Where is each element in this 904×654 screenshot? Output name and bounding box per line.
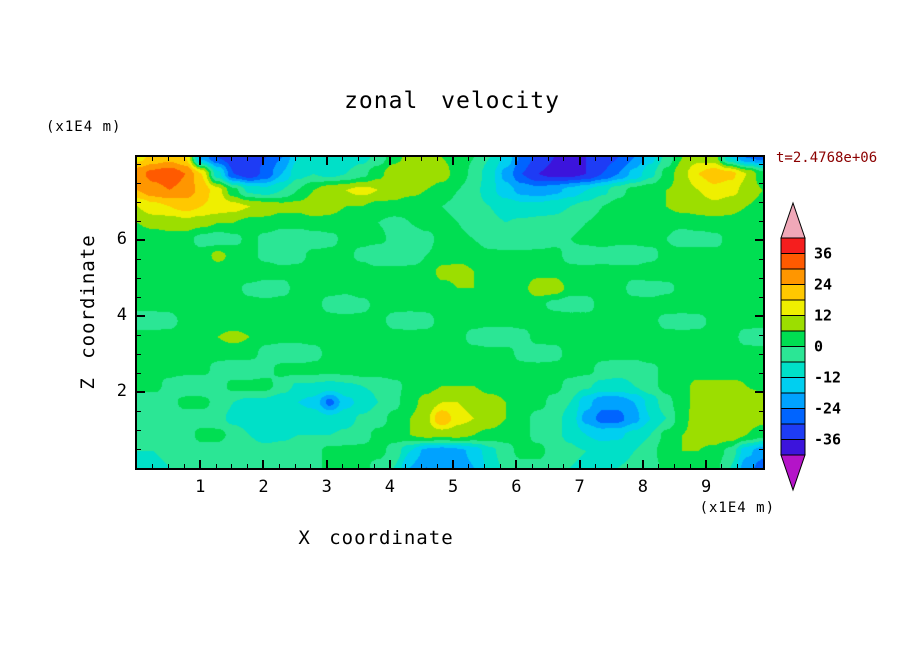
colorbar-band	[780, 346, 806, 363]
y-axis-title: Z coordinate	[77, 234, 99, 390]
colorbar-label: 36	[814, 245, 832, 263]
colorbar-label: -12	[814, 369, 841, 387]
y-tick-label: 6	[116, 229, 127, 250]
colorbar-label: 24	[814, 276, 832, 294]
colorbar-band	[780, 423, 806, 440]
colorbar-band	[780, 299, 806, 316]
timestamp-label: t=2.4768e+06	[776, 150, 878, 166]
x-axis-unit-label: (x1E4 m)	[699, 500, 775, 516]
y-axis-unit-label: (x1E4 m)	[46, 119, 122, 135]
x-tick-label: 4	[384, 477, 396, 497]
colorbar-label: -24	[814, 400, 841, 418]
colorbar-band	[780, 284, 806, 301]
colorbar-up-arrow	[780, 201, 806, 239]
colorbar-band	[780, 377, 806, 394]
y-tick-label: 2	[116, 381, 127, 402]
colorbar-down-arrow	[780, 454, 806, 492]
colorbar-band	[780, 392, 806, 409]
x-tick-label: 5	[448, 477, 459, 497]
x-axis-title: X coordinate	[298, 527, 454, 549]
x-tick-label: 3	[321, 477, 332, 497]
colorbar-label: 0	[814, 338, 823, 356]
x-tick-label: 7	[574, 477, 585, 497]
x-tick-label: 1	[195, 477, 206, 497]
colorbar-band	[780, 408, 806, 425]
colorbar-band	[780, 268, 806, 285]
colorbar: 36 24 12 0 -12 -24 -36	[779, 200, 899, 500]
colorbar-band	[780, 361, 806, 378]
x-tick-label: 6	[511, 477, 522, 497]
plot-area	[135, 155, 765, 470]
colorbar-band	[780, 237, 806, 254]
colorbar-band	[780, 315, 806, 332]
x-tick-label: 9	[700, 477, 712, 497]
contour-canvas	[137, 157, 763, 468]
x-tick-label: 2	[258, 477, 269, 497]
chart-title: zonal velocity	[344, 88, 560, 114]
colorbar-band	[780, 253, 806, 270]
y-tick-label: 4	[116, 305, 127, 326]
colorbar-band	[780, 330, 806, 347]
x-tick-label: 8	[637, 477, 648, 497]
colorbar-label: -36	[814, 431, 841, 449]
colorbar-label: 12	[814, 307, 832, 325]
colorbar-band	[780, 439, 806, 456]
